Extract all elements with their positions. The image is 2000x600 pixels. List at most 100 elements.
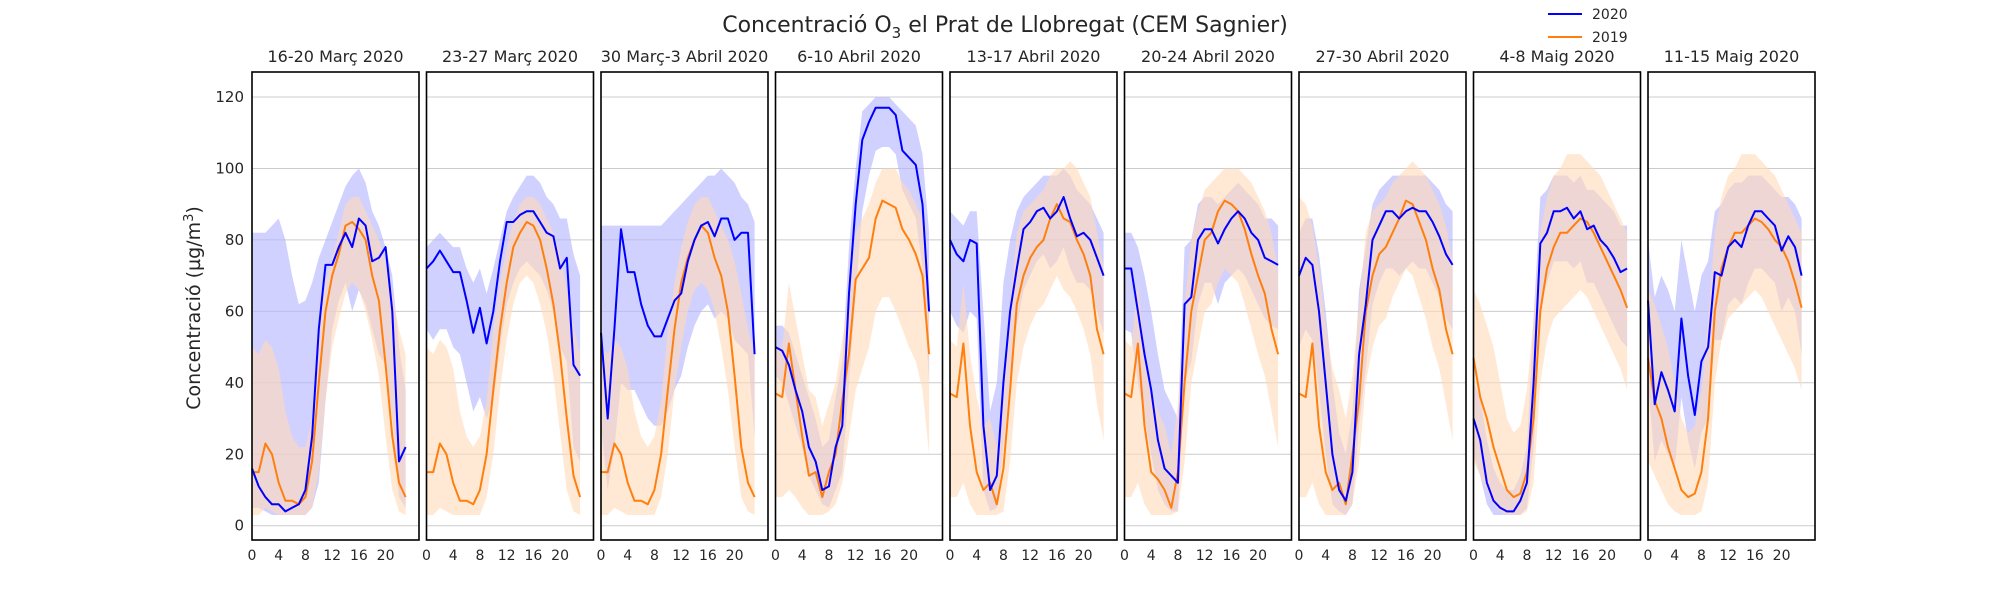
x-tick-label: 0 <box>1295 548 1304 564</box>
x-tick-label: 12 <box>1545 548 1563 564</box>
x-tick-label: 12 <box>323 548 341 564</box>
series-line-2020 <box>1472 206 1628 513</box>
y-tick-label: 80 <box>225 231 244 249</box>
panel-frame <box>1472 71 1642 541</box>
panel-4: 6-10 Abril 2020 0 4 8 12 16 20 <box>771 47 944 564</box>
x-tick-label: 12 <box>1719 548 1737 564</box>
x-tick-label: 8 <box>999 548 1008 564</box>
x-tick-label: 12 <box>847 548 865 564</box>
x-tick-label: 20 <box>726 548 744 564</box>
panel-3: 30 Març-3 Abril 2020 0 4 8 12 16 20 <box>597 47 769 564</box>
x-tick-label: 0 <box>1469 548 1478 564</box>
band-2019 <box>775 168 930 515</box>
panel-5: 13-17 Abril 2020 0 4 8 12 16 20 <box>946 47 1118 564</box>
y-tick-label: 20 <box>225 445 244 463</box>
chart-title-main: Concentració O <box>722 13 891 38</box>
chart-title-rest: el Prat de Llobregat (CEM Sagnier) <box>901 13 1288 38</box>
x-tick-label: 16 <box>524 548 542 564</box>
y-tick-label: 100 <box>215 159 244 177</box>
x-tick-label: 20 <box>1424 548 1442 564</box>
series-line-2020 <box>1647 210 1803 416</box>
x-tick-label: 16 <box>1746 548 1764 564</box>
panel-title: 30 Març-3 Abril 2020 <box>601 47 769 66</box>
panel-title: 4-8 Maig 2020 <box>1499 47 1614 66</box>
panel-2: 23-27 Març 2020 0 4 8 12 16 20 <box>422 47 595 564</box>
chart-title: Concentració O3 el Prat de Llobregat (CE… <box>722 13 1288 42</box>
x-tick-label: 0 <box>248 548 257 564</box>
panel-title: 16-20 Març 2020 <box>267 47 403 66</box>
x-tick-label: 12 <box>1196 548 1214 564</box>
panel-frame <box>949 71 1118 541</box>
y-axis-label: Concentració (µg/m3) <box>182 206 205 410</box>
x-tick-label: 20 <box>1598 548 1616 564</box>
x-tick-label: 4 <box>623 548 632 564</box>
y-tick-label: 60 <box>225 302 244 320</box>
legend-label-2020: 2020 <box>1592 7 1628 23</box>
panel-frame <box>1123 71 1293 541</box>
x-tick-label: 20 <box>1773 548 1791 564</box>
x-tick-label: 4 <box>449 548 458 564</box>
band-2019 <box>1473 154 1628 515</box>
panel-7: 27-30 Abril 2020 0 4 8 12 16 20 <box>1295 47 1467 564</box>
x-tick-label: 4 <box>972 548 981 564</box>
panel-frame <box>600 71 769 541</box>
series-line-2019 <box>1298 199 1454 506</box>
panel-1: 16-20 Març 2020 0 4 8 12 16 20 0 20 40 60 80 100 120 <box>215 47 420 564</box>
x-tick-label: 8 <box>1348 548 1357 564</box>
x-tick-label: 20 <box>1075 548 1093 564</box>
panel-frame <box>1298 71 1467 541</box>
panel-frame <box>774 71 944 541</box>
x-tick-label: 8 <box>650 548 659 564</box>
series-line-2019 <box>252 221 407 506</box>
x-tick-label: 12 <box>1370 548 1388 564</box>
band-2019 <box>426 197 581 515</box>
panel-8: 4-8 Maig 2020 0 4 8 12 16 20 <box>1469 47 1642 564</box>
x-tick-label: 20 <box>1249 548 1267 564</box>
x-tick-label: 0 <box>597 548 606 564</box>
x-tick-label: 4 <box>274 548 283 564</box>
x-tick-label: 20 <box>900 548 918 564</box>
x-tick-label: 8 <box>1173 548 1182 564</box>
x-tick-label: 12 <box>672 548 690 564</box>
x-tick-label: 8 <box>824 548 833 564</box>
x-tick-label: 0 <box>946 548 955 564</box>
x-tick-label: 8 <box>475 548 484 564</box>
band-2019 <box>1299 161 1453 516</box>
x-tick-label: 0 <box>771 548 780 564</box>
series-line-2020 <box>1124 210 1279 484</box>
panel-frame <box>1647 71 1816 541</box>
band-2019 <box>601 197 755 515</box>
x-tick-label: 8 <box>1522 548 1531 564</box>
series-line-2020 <box>775 106 931 491</box>
x-tick-label: 16 <box>873 548 891 564</box>
series-line-2019 <box>1124 199 1280 509</box>
series-line-2020 <box>1298 206 1454 502</box>
series-line-2019 <box>601 224 756 506</box>
x-tick-label: 16 <box>1222 548 1240 564</box>
series-line-2019 <box>426 221 582 506</box>
y-tick-label: 0 <box>234 517 244 535</box>
y-tick-label: 40 <box>225 374 244 392</box>
series-line-2020 <box>949 196 1105 491</box>
panel-title: 23-27 Març 2020 <box>442 47 578 66</box>
x-tick-label: 4 <box>1321 548 1330 564</box>
series-line-2019 <box>949 203 1105 506</box>
panel-title: 11-15 Maig 2020 <box>1664 47 1800 66</box>
panel-frame <box>251 71 420 541</box>
y-tick-label: 120 <box>215 88 244 106</box>
y-axis-label-sup: 3 <box>182 214 197 222</box>
x-tick-label: 16 <box>1048 548 1066 564</box>
x-tick-label: 8 <box>1697 548 1706 564</box>
band-2019 <box>1648 154 1802 515</box>
legend: 2020 2019 <box>1548 7 1628 46</box>
x-tick-label: 20 <box>377 548 395 564</box>
x-tick-label: 0 <box>1120 548 1129 564</box>
x-tick-label: 0 <box>422 548 431 564</box>
legend-label-2019: 2019 <box>1592 30 1628 46</box>
x-tick-label: 0 <box>1644 548 1653 564</box>
panel-6: 20-24 Abril 2020 0 4 8 12 16 20 <box>1120 47 1293 564</box>
y-axis-label-end: ) <box>183 206 205 213</box>
x-tick-label: 16 <box>1397 548 1415 564</box>
y-axis-label-main: Concentració (µg/m <box>183 222 205 410</box>
